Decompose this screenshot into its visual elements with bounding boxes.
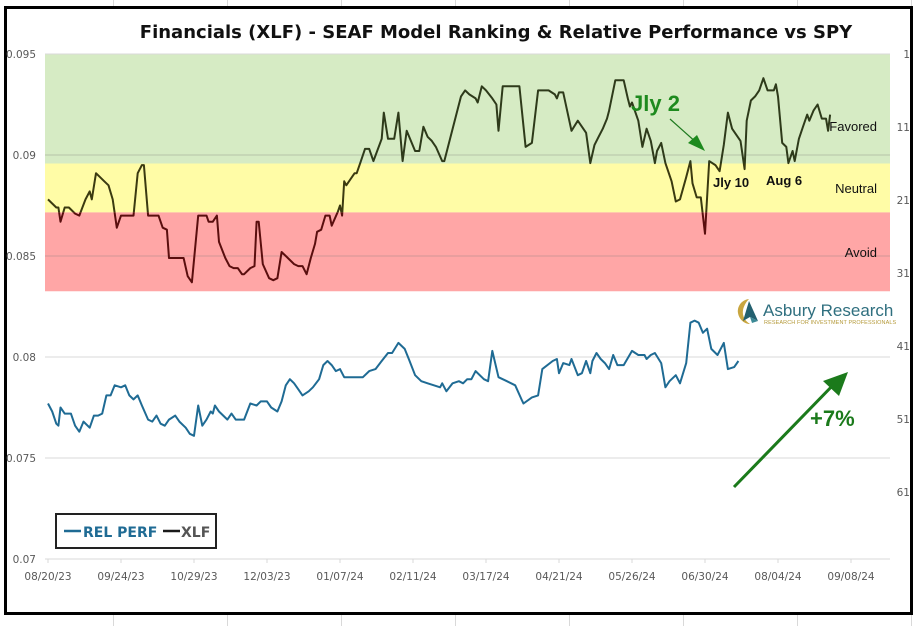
left-tick-label: 0.09 <box>13 150 36 162</box>
annotation-jly-10: Jly 10 <box>713 175 749 190</box>
x-tick-label: 02/11/24 <box>389 571 436 583</box>
x-tick-label: 12/03/23 <box>243 571 290 583</box>
x-tick-label: 01/07/24 <box>316 571 363 583</box>
x-tick-label: 09/08/24 <box>827 571 874 583</box>
zone-label-favored: Favored <box>829 119 877 134</box>
annotation-jly-2: Jly 2 <box>631 91 680 116</box>
logo-brand-text: Asbury Research <box>763 301 893 320</box>
x-tick-label: 04/21/24 <box>535 571 582 583</box>
right-tick-label: 31 <box>897 268 910 280</box>
right-tick-label: 61 <box>897 487 910 499</box>
zone-label-neutral: Neutral <box>835 181 877 196</box>
annotation-plus-7-percent: +7% <box>810 406 855 431</box>
logo-tagline-text: RESEARCH FOR INVESTMENT PROFESSIONALS <box>764 320 896 326</box>
series-line-rel-perf <box>47 319 740 437</box>
zone-band-neutral <box>45 163 890 213</box>
jly2-arrow-head-icon <box>688 135 705 151</box>
gridlines <box>45 53 890 560</box>
annotations: Jly 2 Jly 10 Aug 6 +7% <box>631 91 855 489</box>
performance-arrow-shaft <box>732 378 840 489</box>
zone-label-avoid: Avoid <box>845 245 877 260</box>
legend-label-rel-perf: REL PERF <box>83 525 157 541</box>
zone-band-avoid <box>45 212 890 292</box>
left-axis-ticks: 0.07 0.075 0.08 0.085 0.09 0.095 <box>6 49 36 566</box>
asbury-research-logo: Asbury Research RESEARCH FOR INVESTMENT … <box>737 299 896 326</box>
right-tick-label: 21 <box>897 195 910 207</box>
x-tick-label: 06/30/24 <box>681 571 728 583</box>
right-tick-label: 11 <box>897 122 910 134</box>
performance-arrow-head-icon <box>823 372 848 396</box>
right-tick-label: 1 <box>903 49 910 61</box>
left-tick-label: 0.085 <box>6 251 36 263</box>
left-tick-label: 0.095 <box>6 49 36 61</box>
x-tick-label: 08/20/23 <box>24 571 71 583</box>
legend: REL PERF XLF <box>55 513 217 549</box>
zone-labels: Favored Neutral Avoid <box>829 119 877 260</box>
left-tick-label: 0.07 <box>13 554 36 566</box>
series-lines <box>47 77 832 437</box>
x-tick-label: 03/17/24 <box>462 571 509 583</box>
logo-mark-icon <box>737 299 758 324</box>
series-line-xlf <box>359 77 832 164</box>
x-tick-label: 05/26/24 <box>608 571 655 583</box>
series-line-xlf <box>58 212 708 284</box>
legend-box <box>55 513 217 549</box>
x-tick-label: 10/29/23 <box>170 571 217 583</box>
chart-title: Financials (XLF) - SEAF Model Ranking & … <box>140 22 853 43</box>
zone-band-favored <box>45 54 890 164</box>
annotation-aug-6: Aug 6 <box>766 173 802 188</box>
right-tick-label: 51 <box>897 414 910 426</box>
left-tick-label: 0.08 <box>13 352 36 364</box>
right-tick-label: 41 <box>897 341 910 353</box>
x-tick-label: 08/04/24 <box>754 571 801 583</box>
legend-label-xlf: XLF <box>181 525 210 541</box>
x-tick-label: 09/24/23 <box>97 571 144 583</box>
left-tick-label: 0.075 <box>6 453 36 465</box>
x-axis-ticks: 08/20/23 09/24/23 10/29/23 12/03/23 01/07/24… <box>24 559 875 583</box>
